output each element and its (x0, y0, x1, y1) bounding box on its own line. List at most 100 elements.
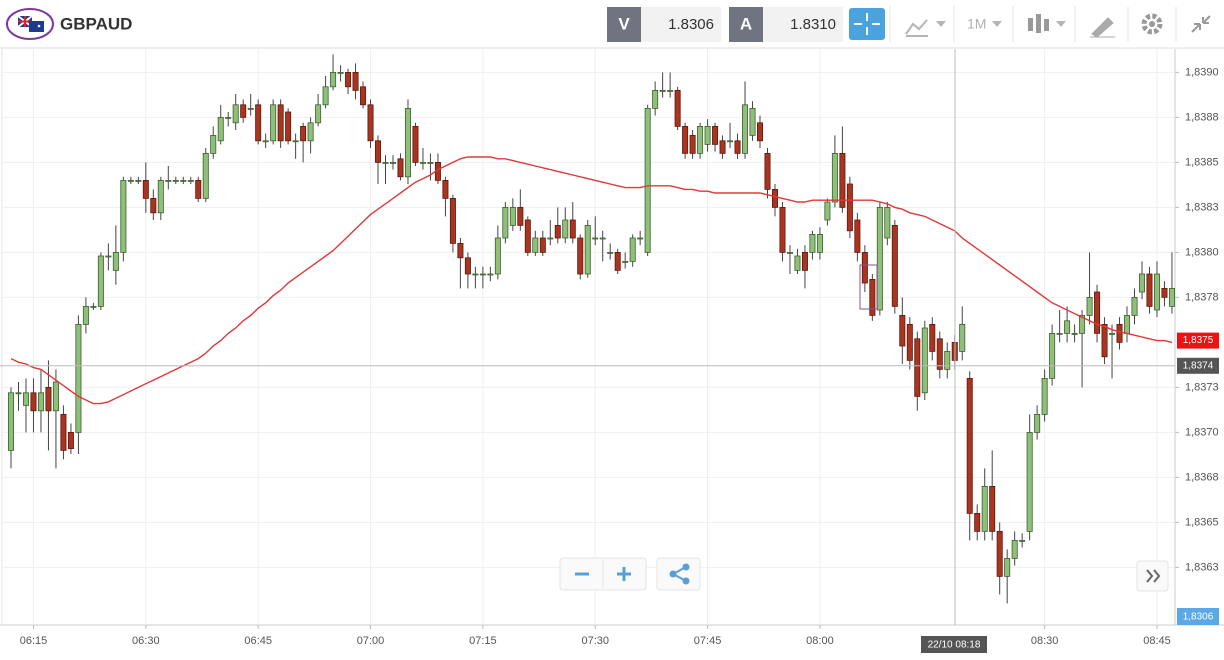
candle-body (262, 140, 269, 143)
candle-body (599, 237, 606, 240)
candle-body (989, 485, 996, 532)
candle-body (449, 197, 456, 244)
candle-body (427, 161, 434, 164)
selection-box (859, 264, 878, 310)
candle-body (509, 206, 516, 226)
candle-body (1094, 291, 1101, 334)
last-price-label: 1,8375 (1183, 335, 1214, 346)
candle-body (367, 104, 374, 142)
bid-badge[interactable] (607, 7, 641, 42)
candle-body (1011, 540, 1018, 559)
flag-au-star (37, 24, 41, 28)
y-tick-label: 1,8390 (1185, 66, 1219, 78)
crosshair-time-label: 22/10 08:18 (928, 640, 981, 651)
candle-body (90, 305, 97, 308)
flag-highlight (6, 8, 54, 40)
crosshair-button[interactable] (849, 8, 885, 40)
draw-icon[interactable] (1090, 17, 1115, 38)
x-tick-label: 07:00 (357, 635, 385, 647)
timeframe[interactable]: 1M (967, 16, 986, 32)
candle-body (307, 122, 314, 142)
candle-body (637, 237, 644, 240)
candle-body (142, 179, 149, 199)
ask-box[interactable] (763, 7, 843, 42)
candle-body (82, 305, 89, 325)
candle-body (921, 327, 928, 394)
candle-body (30, 392, 37, 412)
candle-body (779, 206, 786, 253)
candle-body (629, 237, 636, 262)
candle-body (397, 158, 404, 178)
candle-body (742, 104, 749, 154)
candle-body (494, 237, 501, 275)
icon-part (682, 563, 690, 571)
candle-body (1131, 296, 1138, 316)
candle-body (1146, 273, 1153, 307)
candle-body (1138, 273, 1145, 293)
candle-body (562, 219, 569, 239)
candle-body (809, 233, 816, 253)
zoom-in-button[interactable] (617, 567, 631, 581)
candle-body (315, 104, 322, 124)
bid-price: 1.8306 (668, 16, 714, 33)
candle-body (1049, 332, 1056, 379)
candle-body (914, 338, 921, 397)
candle-body (270, 104, 277, 142)
candle-body (704, 126, 711, 145)
candle-body (52, 381, 59, 412)
candle-body (60, 413, 67, 451)
flag-au (29, 21, 44, 32)
y-tick-label: 1,8373 (1185, 381, 1219, 393)
candle-body (112, 251, 119, 271)
candle-body (1034, 413, 1041, 433)
moving-average (10, 156, 1173, 405)
candle-body (577, 237, 584, 275)
candle-body (172, 179, 179, 182)
share-button[interactable] (656, 557, 701, 591)
candle-body (22, 392, 29, 406)
candle-body (232, 104, 239, 124)
candle-body (479, 273, 486, 276)
y-tick-label: 1,8388 (1185, 111, 1219, 123)
ask-badge[interactable] (729, 7, 763, 42)
candle-body (719, 140, 726, 154)
y-tick-label: 1,8368 (1185, 471, 1219, 483)
candle-body (727, 140, 734, 143)
chart-type-icon[interactable] (905, 19, 928, 37)
candle-body (247, 108, 254, 110)
bid-marker-box (1177, 608, 1219, 625)
candle-body (502, 206, 509, 239)
symbol: GBPAUD (60, 14, 132, 33)
crosshair-icon (854, 13, 880, 35)
bid-box[interactable] (641, 7, 721, 42)
candle-type-icon[interactable] (1028, 14, 1049, 33)
candle-body (532, 237, 539, 253)
zoom-controls (559, 557, 1169, 592)
candle-body (157, 179, 164, 214)
candle-body (1071, 332, 1078, 335)
candle-body (135, 179, 142, 182)
y-tick-label: 1,8380 (1185, 246, 1219, 258)
scroll-right-icon (1146, 569, 1161, 583)
candle-body (187, 179, 194, 182)
candle-body (322, 86, 329, 106)
candle-body (839, 152, 846, 208)
candle-body (801, 251, 808, 271)
candle-body (884, 206, 891, 239)
candle-body (165, 179, 172, 182)
candle-body (749, 108, 756, 136)
candle-body (794, 255, 801, 271)
candle-body (292, 140, 299, 143)
candle-body (1086, 296, 1093, 316)
x-tick-label: 06:30 (132, 635, 160, 647)
candle-body (517, 206, 524, 226)
candle-body (899, 314, 906, 347)
crosshair-time-box (921, 636, 987, 653)
candle-body (689, 134, 696, 154)
collapse-icon[interactable] (1191, 15, 1211, 33)
candle-body (150, 197, 157, 214)
candle-body (824, 201, 831, 221)
settings-icon[interactable] (1141, 13, 1163, 35)
